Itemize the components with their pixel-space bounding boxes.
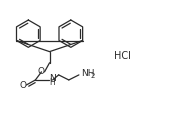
Text: O: O (38, 67, 45, 76)
Text: NH: NH (81, 69, 94, 78)
Text: O: O (20, 80, 27, 90)
Text: HCl: HCl (114, 51, 131, 61)
Text: N: N (50, 74, 56, 83)
Text: 2: 2 (90, 73, 95, 79)
Text: H: H (50, 78, 55, 88)
